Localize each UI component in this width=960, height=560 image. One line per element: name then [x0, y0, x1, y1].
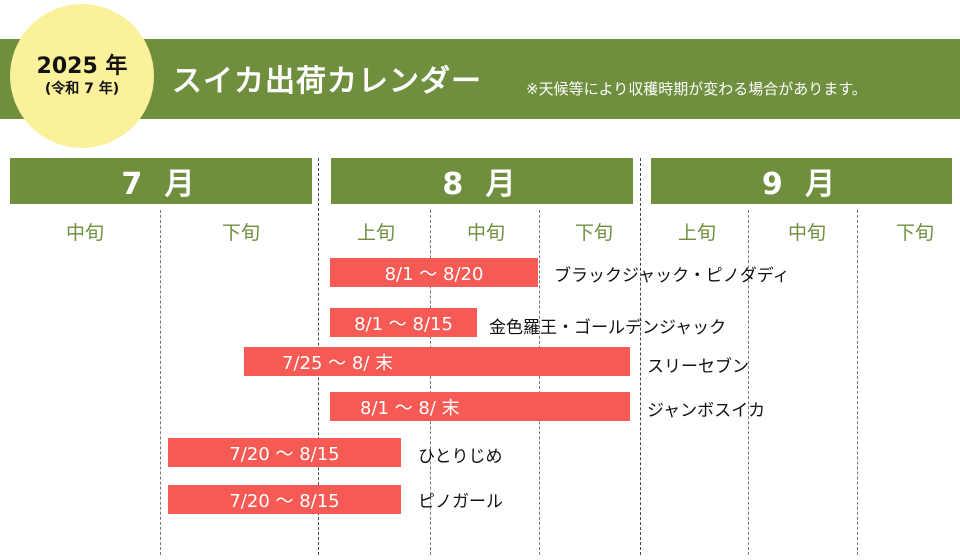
period-label: 下旬 — [221, 222, 260, 244]
grid-line — [539, 210, 540, 555]
period-label: 中旬 — [787, 222, 826, 244]
month-header-august: 8 月 — [331, 158, 633, 204]
season-bar: 8/1 ～ 8/ 末 — [330, 392, 630, 421]
season-bar: 7/20 ～ 8/15 — [168, 438, 401, 467]
period-label: 上旬 — [677, 222, 716, 244]
year-sub: (令和 7 年) — [44, 81, 120, 97]
year-main: 2025 年 — [36, 54, 128, 79]
period-label: 中旬 — [466, 222, 505, 244]
period-label: 上旬 — [356, 222, 395, 244]
season-bar: 8/1 ～ 8/20 — [330, 258, 538, 287]
variety-name: スリーセブン — [647, 357, 749, 377]
season-bar: 7/25 ～ 8/ 末 — [244, 347, 630, 376]
grid-line — [748, 210, 749, 555]
page-title: スイカ出荷カレンダー — [172, 64, 482, 99]
variety-name: ジャンボスイカ — [647, 401, 766, 421]
variety-name: ひとりじめ — [418, 447, 503, 467]
period-label: 中旬 — [65, 222, 104, 244]
variety-name: ブラックジャック・ピノダディ — [554, 266, 790, 286]
month-header-july: 7 月 — [10, 158, 312, 204]
year-badge: 2025 年 (令和 7 年) — [10, 4, 154, 148]
grid-line — [857, 210, 858, 555]
grid-line — [160, 210, 161, 555]
note-text: ※天候等により収穫時期が変わる場合があります。 — [526, 80, 867, 98]
grid-line — [430, 210, 431, 555]
variety-name: 金色羅王・ゴールデンジャック — [489, 318, 727, 338]
season-bar: 8/1 ～ 8/15 — [330, 308, 477, 337]
variety-name: ピノガール — [418, 492, 503, 512]
period-label: 下旬 — [895, 222, 934, 244]
month-divider — [640, 158, 641, 555]
season-bar: 7/20 ～ 8/15 — [168, 485, 401, 514]
header-band — [0, 39, 960, 119]
period-label: 下旬 — [574, 222, 613, 244]
month-header-september: 9 月 — [651, 158, 952, 204]
